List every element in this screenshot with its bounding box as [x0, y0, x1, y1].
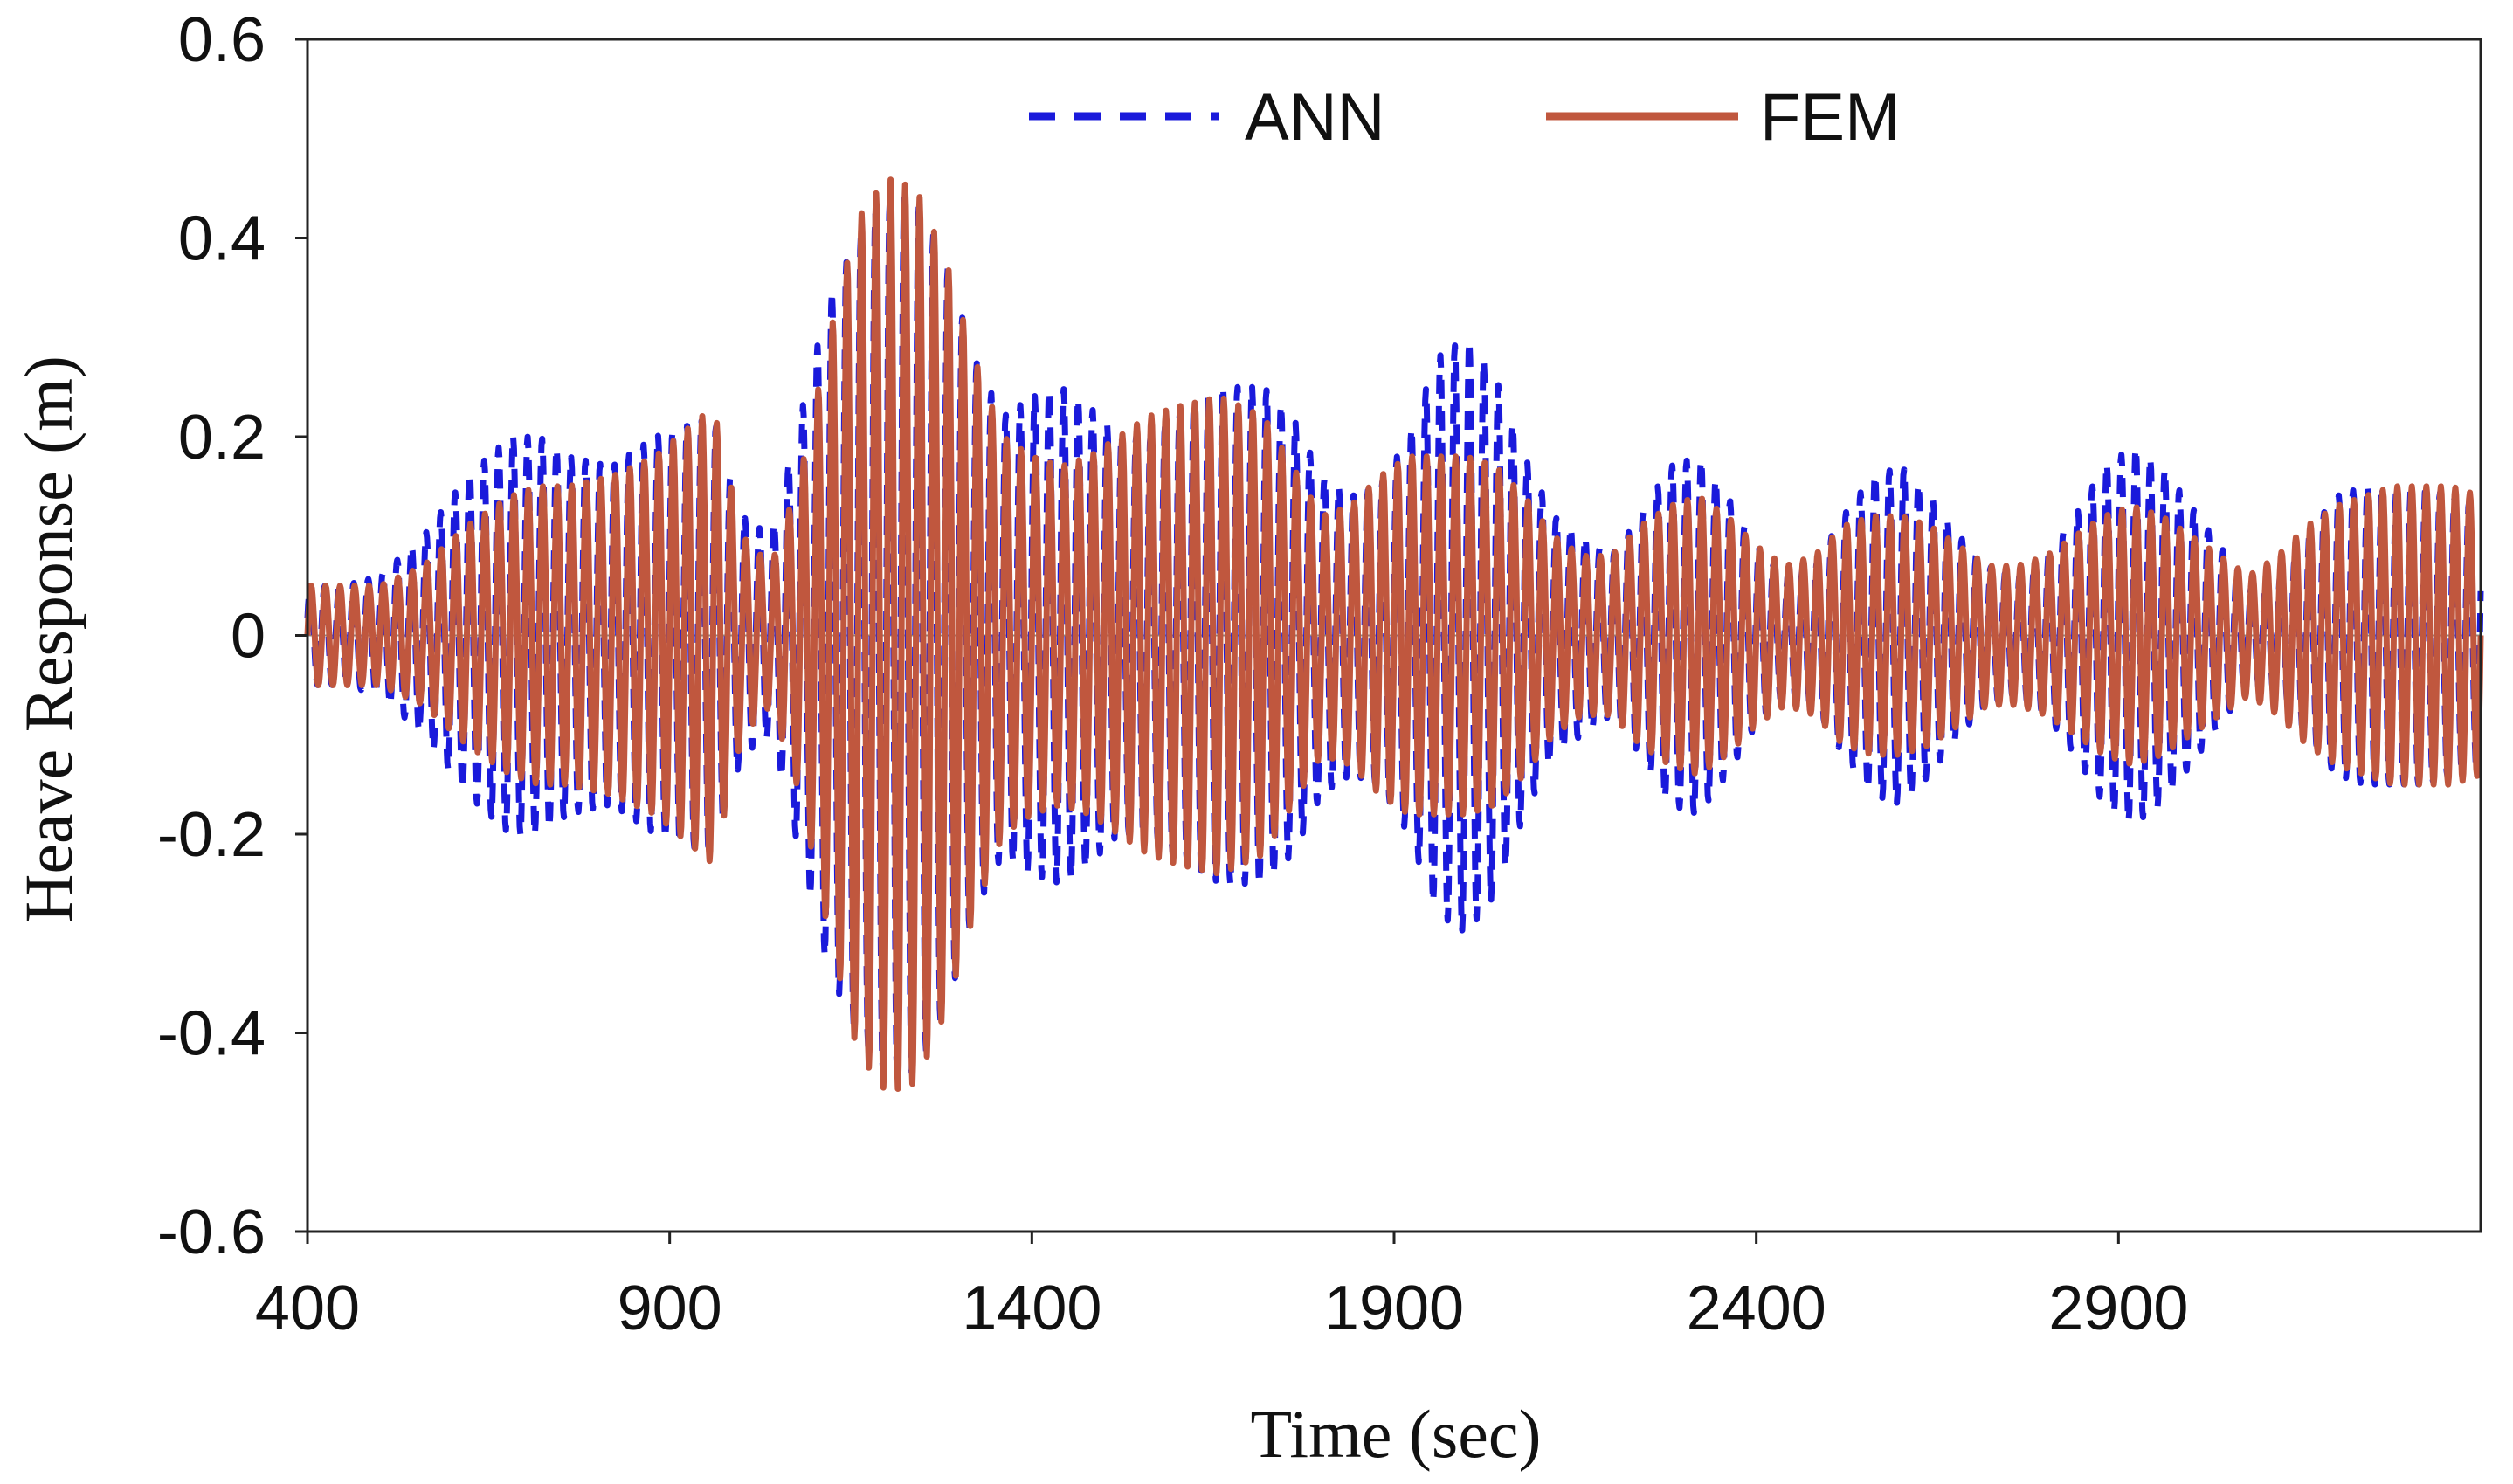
x-axis-title: Time (sec) [1251, 1396, 1542, 1472]
y-tick-label: 0 [231, 602, 266, 672]
y-tick-label: -0.6 [157, 1198, 266, 1267]
x-tick-label: 1900 [1324, 1273, 1464, 1343]
y-tick-label: 0.2 [178, 403, 266, 473]
y-tick-label: -0.4 [157, 999, 266, 1069]
legend: ANN FEM [1029, 80, 1900, 155]
series-line-fem [304, 176, 2484, 1092]
y-tick-label: 0.6 [178, 5, 266, 75]
x-tick-label: 2900 [2048, 1273, 2188, 1343]
x-tick-label: 1400 [962, 1273, 1101, 1343]
x-tick-label: 2400 [1687, 1273, 1826, 1343]
y-axis: 0.6 0.4 0.2 0 -0.2 -0.4 -0.6 [157, 5, 307, 1267]
y-tick-label: -0.2 [157, 800, 266, 870]
legend-ann-label: ANN [1245, 80, 1384, 155]
plot-series [304, 176, 2484, 1092]
y-tick-label: 0.4 [178, 204, 266, 274]
legend-fem-label: FEM [1760, 80, 1900, 155]
x-axis: 400 900 1400 1900 2400 2900 [255, 1232, 2188, 1343]
x-tick-label: 900 [618, 1273, 722, 1343]
x-tick-label: 400 [255, 1273, 360, 1343]
y-axis-title: Heave Response (m) [10, 355, 86, 923]
